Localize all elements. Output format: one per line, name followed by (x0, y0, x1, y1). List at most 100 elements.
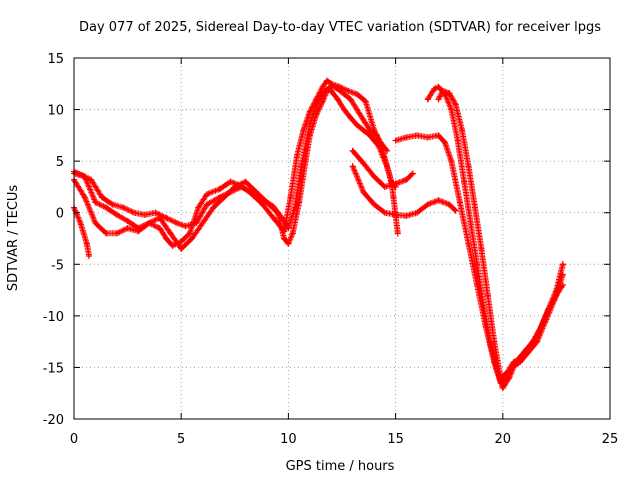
data-point (113, 230, 120, 237)
data-point (360, 160, 367, 167)
y-axis-label: SDTVAR / TECUs (6, 185, 21, 292)
y-tick-label: 10 (47, 104, 64, 119)
data-point (319, 83, 326, 90)
data-point (403, 212, 410, 219)
data-point (141, 211, 148, 218)
data-point-markers (71, 85, 401, 237)
data-point (182, 223, 189, 230)
data-point (527, 343, 534, 350)
data-point (281, 235, 288, 242)
data-point (559, 261, 566, 268)
data-point (431, 85, 438, 92)
data-point (371, 127, 378, 134)
data-point (435, 132, 442, 139)
data-point (448, 106, 455, 113)
series-arc-3 (71, 82, 399, 252)
data-point (446, 201, 453, 208)
data-point (306, 132, 313, 139)
data-point (287, 194, 294, 201)
data-point (293, 152, 300, 159)
data-point (381, 183, 388, 190)
x-tick-label: 10 (280, 432, 297, 447)
data-layer (71, 77, 566, 392)
data-point (173, 220, 180, 227)
data-point (360, 127, 367, 134)
data-point (178, 238, 185, 245)
data-point (519, 354, 526, 361)
data-point (504, 369, 511, 376)
series-arc-4 (71, 77, 391, 249)
data-point (360, 116, 367, 123)
data-point (92, 220, 99, 227)
data-point (366, 132, 373, 139)
data-point (491, 338, 498, 345)
data-point (424, 96, 431, 103)
data-point (120, 204, 127, 211)
data-point (336, 83, 343, 90)
data-point (424, 201, 431, 208)
y-tick-label: -15 (43, 361, 64, 376)
data-point (203, 191, 210, 198)
data-point (188, 235, 195, 242)
data-point (259, 201, 266, 208)
data-point (559, 281, 566, 288)
data-point (281, 228, 288, 235)
data-point (103, 230, 110, 237)
data-point (467, 220, 474, 227)
data-point (456, 199, 463, 206)
data-point (291, 204, 298, 211)
data-point (439, 88, 446, 95)
data-point (484, 292, 491, 299)
data-point (124, 225, 131, 232)
data-point (178, 245, 185, 252)
y-tick-label: -10 (43, 310, 64, 325)
data-point (371, 201, 378, 208)
data-point (163, 214, 170, 221)
data-point (414, 209, 421, 216)
data-point (156, 214, 163, 221)
data-point (109, 201, 116, 208)
chart-title: Day 077 of 2025, Sidereal Day-to-day VTE… (79, 20, 601, 35)
x-tick-label: 15 (387, 432, 404, 447)
data-point (323, 88, 330, 95)
data-point (77, 220, 84, 227)
data-point (354, 122, 361, 129)
data-point (334, 96, 341, 103)
data-point (131, 209, 138, 216)
y-tick-label: 5 (56, 155, 64, 170)
data-point-markers (392, 132, 566, 386)
data-point (341, 91, 348, 98)
data-point (302, 158, 309, 165)
data-point (124, 217, 131, 224)
data-point (313, 111, 320, 118)
data-point (435, 83, 442, 90)
data-point (81, 194, 88, 201)
data-point (203, 201, 210, 208)
series-arc-2 (71, 85, 401, 237)
data-point (384, 147, 391, 154)
data-point (221, 194, 228, 201)
data-point (446, 90, 453, 97)
data-point-markers (71, 82, 399, 252)
data-point (354, 91, 361, 98)
data-point (392, 137, 399, 144)
data-point (403, 176, 410, 183)
data-point (323, 77, 330, 84)
data-point (384, 163, 391, 170)
data-point (163, 235, 170, 242)
x-tick-label: 20 (495, 432, 512, 447)
data-point (510, 359, 517, 366)
data-point (480, 302, 487, 309)
data-point (544, 307, 551, 314)
data-point (313, 96, 320, 103)
data-point (242, 178, 249, 185)
data-point (448, 158, 455, 165)
data-point (553, 292, 560, 299)
data-point (345, 88, 352, 95)
data-point (319, 98, 326, 105)
data-point (216, 185, 223, 192)
data-point (474, 261, 481, 268)
data-point (536, 328, 543, 335)
x-tick-label: 0 (70, 432, 78, 447)
data-point (392, 180, 399, 187)
